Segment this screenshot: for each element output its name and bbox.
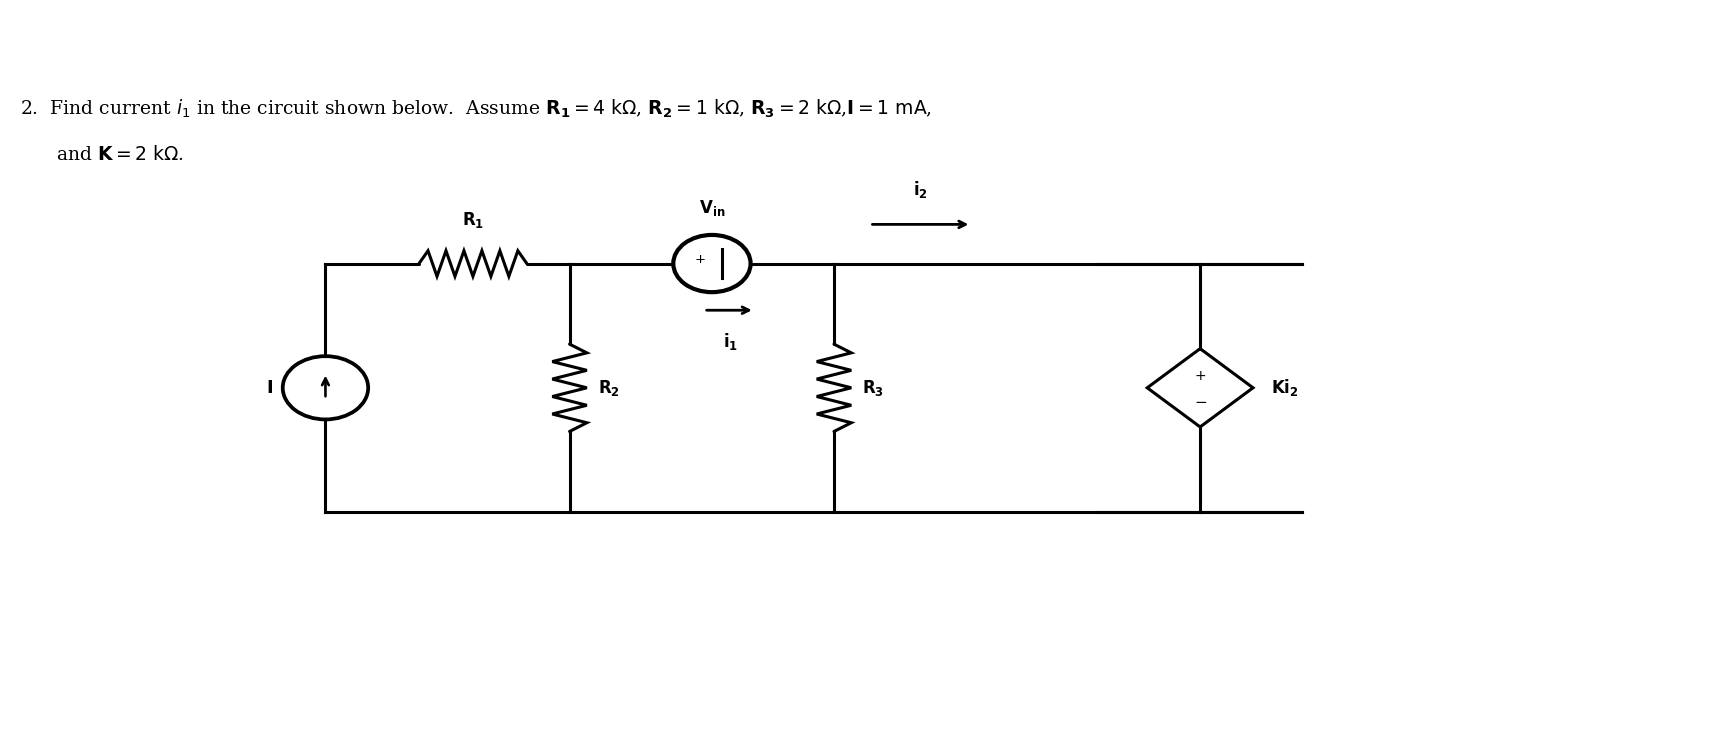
Text: $+$: $+$ [1195,370,1207,383]
Text: $\mathbf{i_2}$: $\mathbf{i_2}$ [913,179,928,200]
Text: $\mathbf{R_1}$: $\mathbf{R_1}$ [462,209,484,230]
Text: $\mathbf{I}$: $\mathbf{I}$ [266,379,273,397]
Text: $+$: $+$ [693,253,705,267]
Text: $\mathbf{R_3}$: $\mathbf{R_3}$ [863,378,885,398]
Text: $\mathbf{Ki_2}$: $\mathbf{Ki_2}$ [1271,377,1298,398]
Text: $\mathbf{V_{in}}$: $\mathbf{V_{in}}$ [699,198,724,218]
Text: and $\mathbf{K} = 2\ \mathrm{k}\Omega$.: and $\mathbf{K} = 2\ \mathrm{k}\Omega$. [55,145,183,164]
Text: 2.  Find current $i_1$ in the circuit shown below.  Assume $\mathbf{R_1} = 4\ \m: 2. Find current $i_1$ in the circuit sho… [21,98,932,120]
Text: $\mathbf{i_1}$: $\mathbf{i_1}$ [723,331,738,352]
Text: $-$: $-$ [1193,393,1207,408]
Text: $\mathbf{R_2}$: $\mathbf{R_2}$ [598,378,621,398]
